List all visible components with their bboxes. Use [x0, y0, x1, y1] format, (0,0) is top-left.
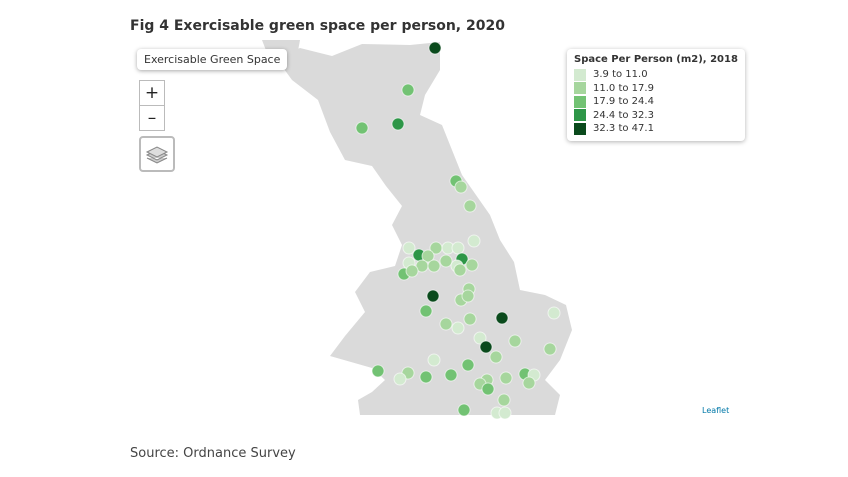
source: Source: Ordnance Survey: [130, 446, 296, 461]
site-dot[interactable]: [497, 393, 511, 407]
site-dot[interactable]: [463, 199, 477, 213]
legend-swatch: [574, 109, 586, 122]
attribution[interactable]: Leaflet: [702, 406, 730, 415]
site-dot[interactable]: [355, 121, 369, 135]
layers-button[interactable]: [139, 136, 175, 172]
legend-label: 17.9 to 24.4: [593, 96, 654, 108]
legend-swatch: [574, 95, 586, 108]
zoom-out[interactable]: –: [139, 105, 165, 131]
site-dot[interactable]: [421, 249, 435, 263]
site-dot[interactable]: [444, 368, 458, 382]
title: Fig 4 Exercisable green space per person…: [130, 18, 505, 34]
site-dot[interactable]: [405, 264, 419, 278]
site-dot[interactable]: [522, 376, 536, 390]
site-dot[interactable]: [479, 340, 493, 354]
site-dot[interactable]: [419, 370, 433, 384]
layers-icon: [145, 146, 169, 164]
legend-label: 32.3 to 47.1: [593, 123, 654, 135]
legend-item: 24.4 to 32.3: [574, 109, 738, 123]
legend-swatch: [574, 68, 586, 81]
site-dot[interactable]: [402, 241, 416, 255]
site-dot[interactable]: [427, 259, 441, 273]
site-dot[interactable]: [454, 180, 468, 194]
legend-title: Space Per Person (m2), 2018: [574, 54, 738, 65]
legend-label: 11.0 to 17.9: [593, 82, 654, 94]
zoom-in[interactable]: +: [139, 80, 165, 106]
legend-swatch: [574, 82, 586, 95]
legend-item: 3.9 to 11.0: [574, 68, 738, 82]
land: [276, 42, 572, 415]
site-dot[interactable]: [508, 334, 522, 348]
legend-label: 3.9 to 11.0: [593, 69, 648, 81]
site-dot[interactable]: [419, 304, 433, 318]
site-dot[interactable]: [453, 263, 467, 277]
site-dot[interactable]: [547, 306, 561, 320]
site-dot[interactable]: [427, 353, 441, 367]
site-dot[interactable]: [451, 241, 465, 255]
legend-item: 11.0 to 17.9: [574, 82, 738, 96]
site-dot[interactable]: [465, 258, 479, 272]
site-dot[interactable]: [499, 371, 513, 385]
legend-item: 17.9 to 24.4: [574, 95, 738, 109]
site-dot[interactable]: [393, 372, 407, 386]
legend: Space Per Person (m2), 2018 3.9 to 11.0 1…: [567, 49, 745, 141]
site-dot[interactable]: [439, 317, 453, 331]
site-dot[interactable]: [451, 321, 465, 335]
site-dot[interactable]: [461, 358, 475, 372]
site-dot[interactable]: [391, 117, 405, 131]
site-dot[interactable]: [543, 342, 557, 356]
site-dot[interactable]: [463, 312, 477, 326]
site-dot[interactable]: [461, 289, 475, 303]
site-dot[interactable]: [467, 234, 481, 248]
site-dot[interactable]: [439, 254, 453, 268]
legend-label: 24.4 to 32.3: [593, 109, 654, 121]
legend-item: 32.3 to 47.1: [574, 122, 738, 136]
site-dot[interactable]: [428, 41, 442, 55]
site-dot[interactable]: [495, 311, 509, 325]
layer-label[interactable]: Exercisable Green Space: [137, 49, 288, 70]
site-dot[interactable]: [489, 350, 503, 364]
site-dot[interactable]: [457, 403, 471, 417]
site-dot[interactable]: [401, 83, 415, 97]
site-dot[interactable]: [498, 406, 512, 420]
site-dot[interactable]: [371, 364, 385, 378]
legend-swatch: [574, 122, 586, 135]
site-dot[interactable]: [481, 382, 495, 396]
site-dot[interactable]: [473, 331, 487, 345]
site-dot[interactable]: [426, 289, 440, 303]
